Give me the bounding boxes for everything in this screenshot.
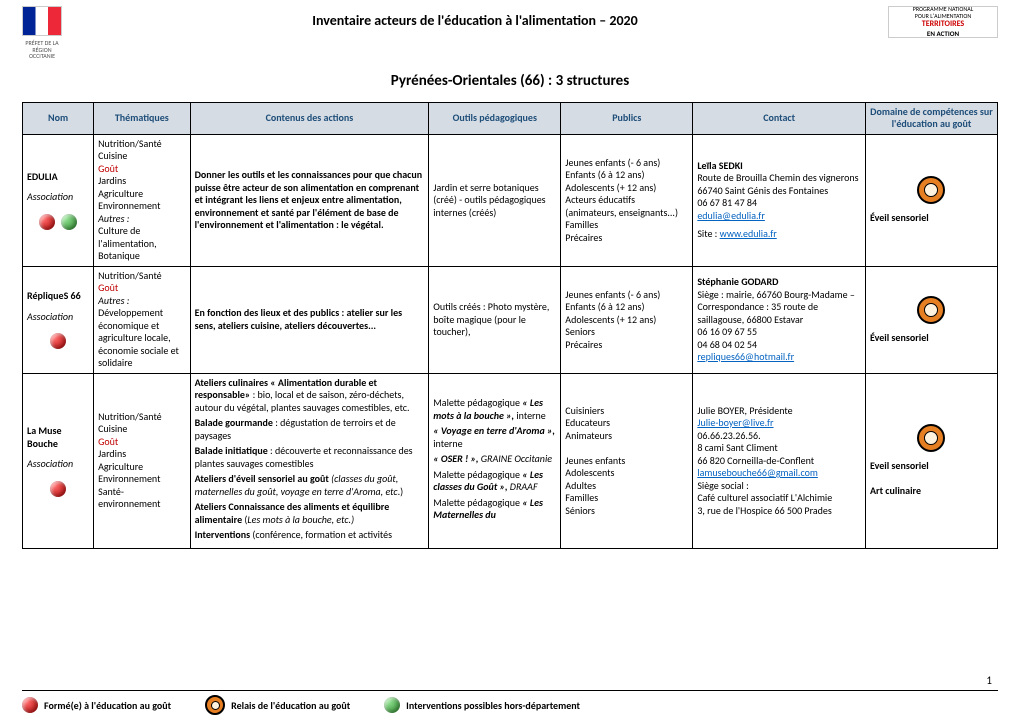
contact-address: Route de Brouilla Chemin des vignerons 6…	[697, 172, 861, 197]
contact-site: Site : www.edulia.fr	[697, 228, 861, 241]
cell-domain: Eveil sensoriel Art culinaire	[865, 373, 997, 548]
relay-badge-icon	[917, 176, 945, 204]
logo-republique-francaise: PRÉFET DE LA RÉGION OCCITANIE	[22, 6, 62, 60]
contact-email-link[interactable]: edulia@edulia.fr	[697, 209, 765, 222]
cell-thematiques: Nutrition/SantéCuisineGoûtJardinsAgricul…	[94, 134, 190, 266]
contact-site-link[interactable]: www.edulia.fr	[720, 227, 777, 240]
structures-table: Nom Thématiques Contenus des actions Out…	[22, 102, 998, 549]
col-cont: Contenus des actions	[190, 102, 429, 134]
cell-outils: Outils créés : Photo mystère, boîte magi…	[429, 266, 561, 373]
col-contact: Contact	[693, 102, 866, 134]
cell-outils: Jardin et serre botaniques (créé) - outi…	[429, 134, 561, 266]
table-header-row: Nom Thématiques Contenus des actions Out…	[23, 102, 998, 134]
table-row: EDULIA Association Nutrition/SantéCuisineG…	[23, 134, 998, 266]
relay-badge-icon	[205, 695, 225, 715]
table-row: RépliqueS 66 Association Nutrition/SantéGo…	[23, 266, 998, 373]
legend-label-3: Interventions possibles hors-département	[406, 699, 580, 712]
cell-domain: Éveil sensoriel	[865, 266, 997, 373]
relay-badge-icon	[917, 424, 945, 452]
contact-name: Stéphanie GODARD	[697, 276, 861, 289]
col-pub: Publics	[561, 102, 693, 134]
cell-contenus: Ateliers culinaires « Alimentation durab…	[190, 373, 429, 548]
org-type: Association	[27, 191, 89, 204]
cell-domain: Éveil sensoriel	[865, 134, 997, 266]
contact-address: Siège : mairie, 66760 Bourg-Madame – Cor…	[697, 289, 861, 327]
domain-label: Eveil sensoriel	[870, 460, 993, 473]
green-dot-icon	[384, 697, 400, 713]
red-dot-icon	[50, 333, 66, 349]
logo-fr-subtitle: PRÉFET DE LA RÉGION OCCITANIE	[22, 40, 62, 60]
col-them: Thématiques	[94, 102, 190, 134]
green-dot-icon	[61, 214, 77, 230]
page-title: Pyrénées-Orientales (66) : 3 structures	[22, 72, 998, 90]
fr-flag-icon	[22, 6, 62, 36]
legend-item-green: Interventions possibles hors-département	[384, 697, 580, 713]
domain-label: Éveil sensoriel	[870, 332, 993, 345]
contact-address: 8 cami Sant Climent66 820 Corneilla-de-C…	[697, 442, 861, 467]
org-name: RépliqueS 66	[27, 290, 89, 303]
legend-item-relay: Relais de l'éducation au goût	[205, 695, 350, 715]
cell-thematiques: Nutrition/SantéGoûtAutres :Développement…	[94, 266, 190, 373]
contact-email-link[interactable]: lamusebouche66@gmail.com	[697, 466, 818, 479]
page-number: 1	[986, 674, 992, 687]
pna-line4: EN ACTION	[893, 30, 993, 38]
col-dom: Domaine de compétences sur l'éducation a…	[865, 102, 997, 134]
col-nom: Nom	[23, 102, 94, 134]
legend: Formé(e) à l'éducation au goût Relais de…	[22, 690, 998, 715]
cell-contenus: En fonction des lieux et des publics : a…	[190, 266, 429, 373]
domain-label: Art culinaire	[870, 485, 993, 498]
contact-email-link[interactable]: Julie-boyer@live.fr	[697, 416, 773, 429]
cell-contact: Leïla SEDKIRoute de Brouilla Chemin des …	[693, 134, 866, 266]
cell-publics: Jeunes enfants (- 6 ans)Enfants (6 à 12 …	[561, 134, 693, 266]
org-name: La Muse Bouche	[27, 425, 89, 450]
contact-email-link[interactable]: repliques66@hotmail.fr	[697, 350, 794, 363]
org-type: Association	[27, 458, 89, 471]
cell-publics: Jeunes enfants (- 6 ans)Enfants (6 à 12 …	[561, 266, 693, 373]
cell-publics: CuisiniersEducateursAnimateurs Jeunes en…	[561, 373, 693, 548]
org-dots	[27, 333, 89, 349]
legend-item-red: Formé(e) à l'éducation au goût	[22, 697, 171, 713]
cell-nom: RépliqueS 66 Association	[23, 266, 94, 373]
cell-nom: La Muse Bouche Association	[23, 373, 94, 548]
org-dots	[27, 481, 89, 497]
org-name: EDULIA	[27, 171, 89, 184]
domain-label: Éveil sensoriel	[870, 212, 993, 225]
table-row: La Muse Bouche Association Nutrition/Santé…	[23, 373, 998, 548]
red-dot-icon	[22, 697, 38, 713]
cell-contenus: Donner les outils et les connaissances p…	[190, 134, 429, 266]
cell-outils: Malette pédagogique « Les mots à la bouc…	[429, 373, 561, 548]
header-title: Inventaire acteurs de l'éducation à l'al…	[62, 6, 888, 29]
org-dots	[27, 214, 89, 230]
cell-thematiques: Nutrition/SantéCuisineGoûtJardinsAgricul…	[94, 373, 190, 548]
document-header: PRÉFET DE LA RÉGION OCCITANIE Inventaire…	[22, 6, 998, 60]
contact-address-2: Siège social :Café culturel associatif L…	[697, 480, 861, 518]
cell-nom: EDULIA Association	[23, 134, 94, 266]
cell-contact: Julie BOYER, PrésidenteJulie-boyer@live.…	[693, 373, 866, 548]
red-dot-icon	[39, 214, 55, 230]
legend-label-1: Formé(e) à l'éducation au goût	[44, 699, 171, 712]
cell-contact: Stéphanie GODARDSiège : mairie, 66760 Bo…	[693, 266, 866, 373]
contact-phone: 06 16 09 67 55	[697, 326, 861, 339]
col-out: Outils pédagogiques	[429, 102, 561, 134]
legend-label-2: Relais de l'éducation au goût	[231, 699, 350, 712]
org-type: Association	[27, 311, 89, 324]
logo-pna: PROGRAMME NATIONAL POUR L'ALIMENTATION T…	[888, 6, 998, 38]
relay-badge-icon	[917, 296, 945, 324]
red-dot-icon	[50, 481, 66, 497]
